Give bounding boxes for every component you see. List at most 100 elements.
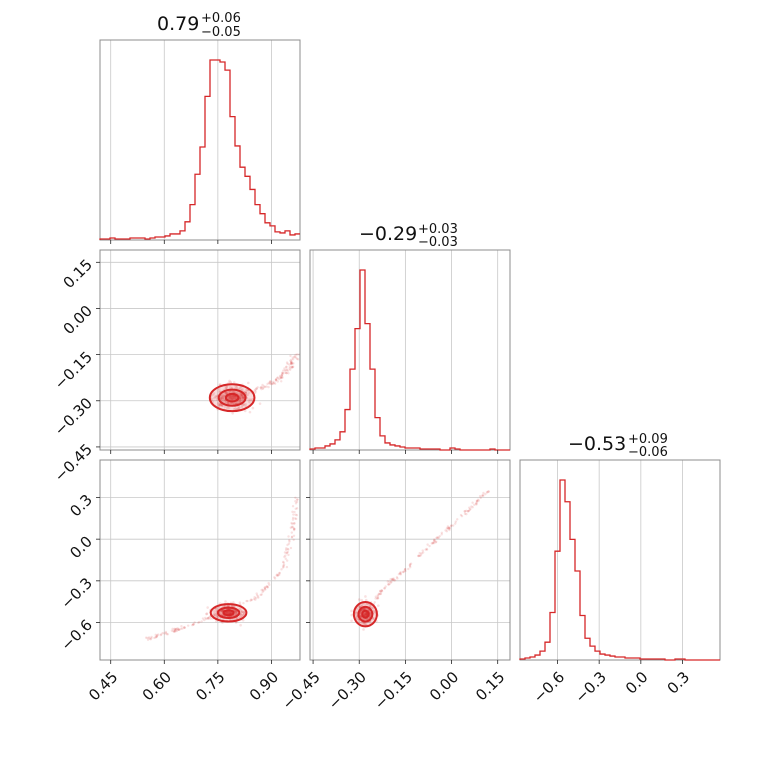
sample-point <box>269 382 273 385</box>
sample-point <box>364 595 367 598</box>
sample-point <box>378 589 382 593</box>
sample-point <box>484 492 487 496</box>
sample-point <box>263 586 267 590</box>
sample-point <box>286 550 289 554</box>
sample-point <box>241 396 245 399</box>
sample-point <box>418 554 421 557</box>
sample-point <box>276 380 279 383</box>
sample-point <box>290 361 293 365</box>
sample-point <box>365 612 368 615</box>
sample-point <box>224 392 228 395</box>
sample-point <box>232 390 236 393</box>
sample-point <box>229 396 233 399</box>
sample-point <box>289 354 292 358</box>
sample-point <box>290 525 294 529</box>
sample-point <box>435 540 438 544</box>
sample-point <box>363 607 367 611</box>
sample-point <box>292 522 296 525</box>
sample-point <box>231 394 235 398</box>
x-tick-label-p2: 0.3 <box>664 668 694 698</box>
sample-point <box>371 606 374 610</box>
sample-point <box>425 547 428 551</box>
x-tick-label-p0: 0.45 <box>85 668 121 704</box>
sample-point <box>449 524 453 528</box>
sample-point <box>220 404 224 408</box>
sample-point <box>399 571 402 574</box>
sample-point <box>231 397 234 400</box>
sample-point <box>294 513 297 516</box>
sample-point <box>246 381 250 385</box>
sample-point <box>364 613 368 617</box>
x-tick-label-p2: 0.0 <box>622 668 652 698</box>
sample-point <box>357 598 361 601</box>
sample-point <box>254 391 257 394</box>
contour-level-2 <box>216 606 241 619</box>
sample-point <box>164 631 168 635</box>
sample-point <box>452 524 455 527</box>
title-1-minus: −0.03 <box>418 235 458 250</box>
sample-point <box>293 527 296 531</box>
sample-point <box>220 395 223 398</box>
sample-point <box>463 510 466 513</box>
x-tick-label-p1: −0.30 <box>325 668 370 713</box>
sample-point <box>473 503 476 506</box>
sample-point <box>226 611 229 615</box>
sample-point <box>224 386 228 389</box>
sample-point <box>262 386 265 389</box>
sample-point <box>365 612 368 616</box>
sample-point <box>281 566 285 569</box>
sample-point <box>228 396 232 399</box>
sample-point <box>384 585 387 588</box>
sample-point <box>150 637 153 640</box>
sample-point <box>377 593 381 596</box>
sample-point <box>229 385 232 389</box>
sample-point <box>292 538 295 541</box>
hist-frame-0 <box>99 39 301 241</box>
sample-point <box>209 617 212 620</box>
sample-point <box>232 381 236 384</box>
sample-point <box>228 379 231 383</box>
sample-point <box>213 610 216 613</box>
sample-point <box>293 510 296 514</box>
sample-point <box>459 513 463 517</box>
sample-point <box>245 388 248 391</box>
panels: −0.45−0.30−0.150.000.15−0.6−0.30.00.30.4… <box>51 39 721 713</box>
sample-point <box>286 543 289 547</box>
sample-point <box>446 527 450 530</box>
title-1-plus: +0.03 <box>418 222 458 237</box>
sample-point <box>266 585 269 589</box>
sample-point <box>469 507 472 511</box>
sample-point <box>408 562 412 566</box>
sample-point <box>174 629 177 632</box>
sample-point <box>175 627 178 631</box>
sample-point <box>482 494 485 498</box>
sample-point <box>383 587 386 590</box>
sample-point <box>284 548 288 552</box>
sample-point <box>248 410 252 414</box>
sample-point <box>294 517 298 521</box>
sample-point <box>475 500 479 503</box>
sample-point <box>376 597 379 600</box>
sample-point <box>240 395 244 399</box>
sample-point <box>283 555 286 559</box>
sample-point <box>160 633 163 636</box>
sample-point <box>232 604 235 608</box>
hist-frame-1 <box>309 249 511 451</box>
sample-point <box>376 596 379 600</box>
sample-point <box>205 617 208 621</box>
sample-point <box>392 577 395 580</box>
sample-point <box>350 619 353 623</box>
sample-point <box>241 394 244 397</box>
sample-point <box>172 629 175 633</box>
sample-point <box>265 585 268 588</box>
sample-point <box>287 548 290 551</box>
sample-point <box>294 353 297 357</box>
sample-point <box>450 524 453 527</box>
sample-point <box>403 568 407 571</box>
sample-point <box>240 405 244 409</box>
sample-point <box>432 541 436 545</box>
sample-point <box>485 491 489 494</box>
sample-point <box>206 606 209 609</box>
sample-point <box>354 616 358 619</box>
sample-point <box>292 534 296 537</box>
